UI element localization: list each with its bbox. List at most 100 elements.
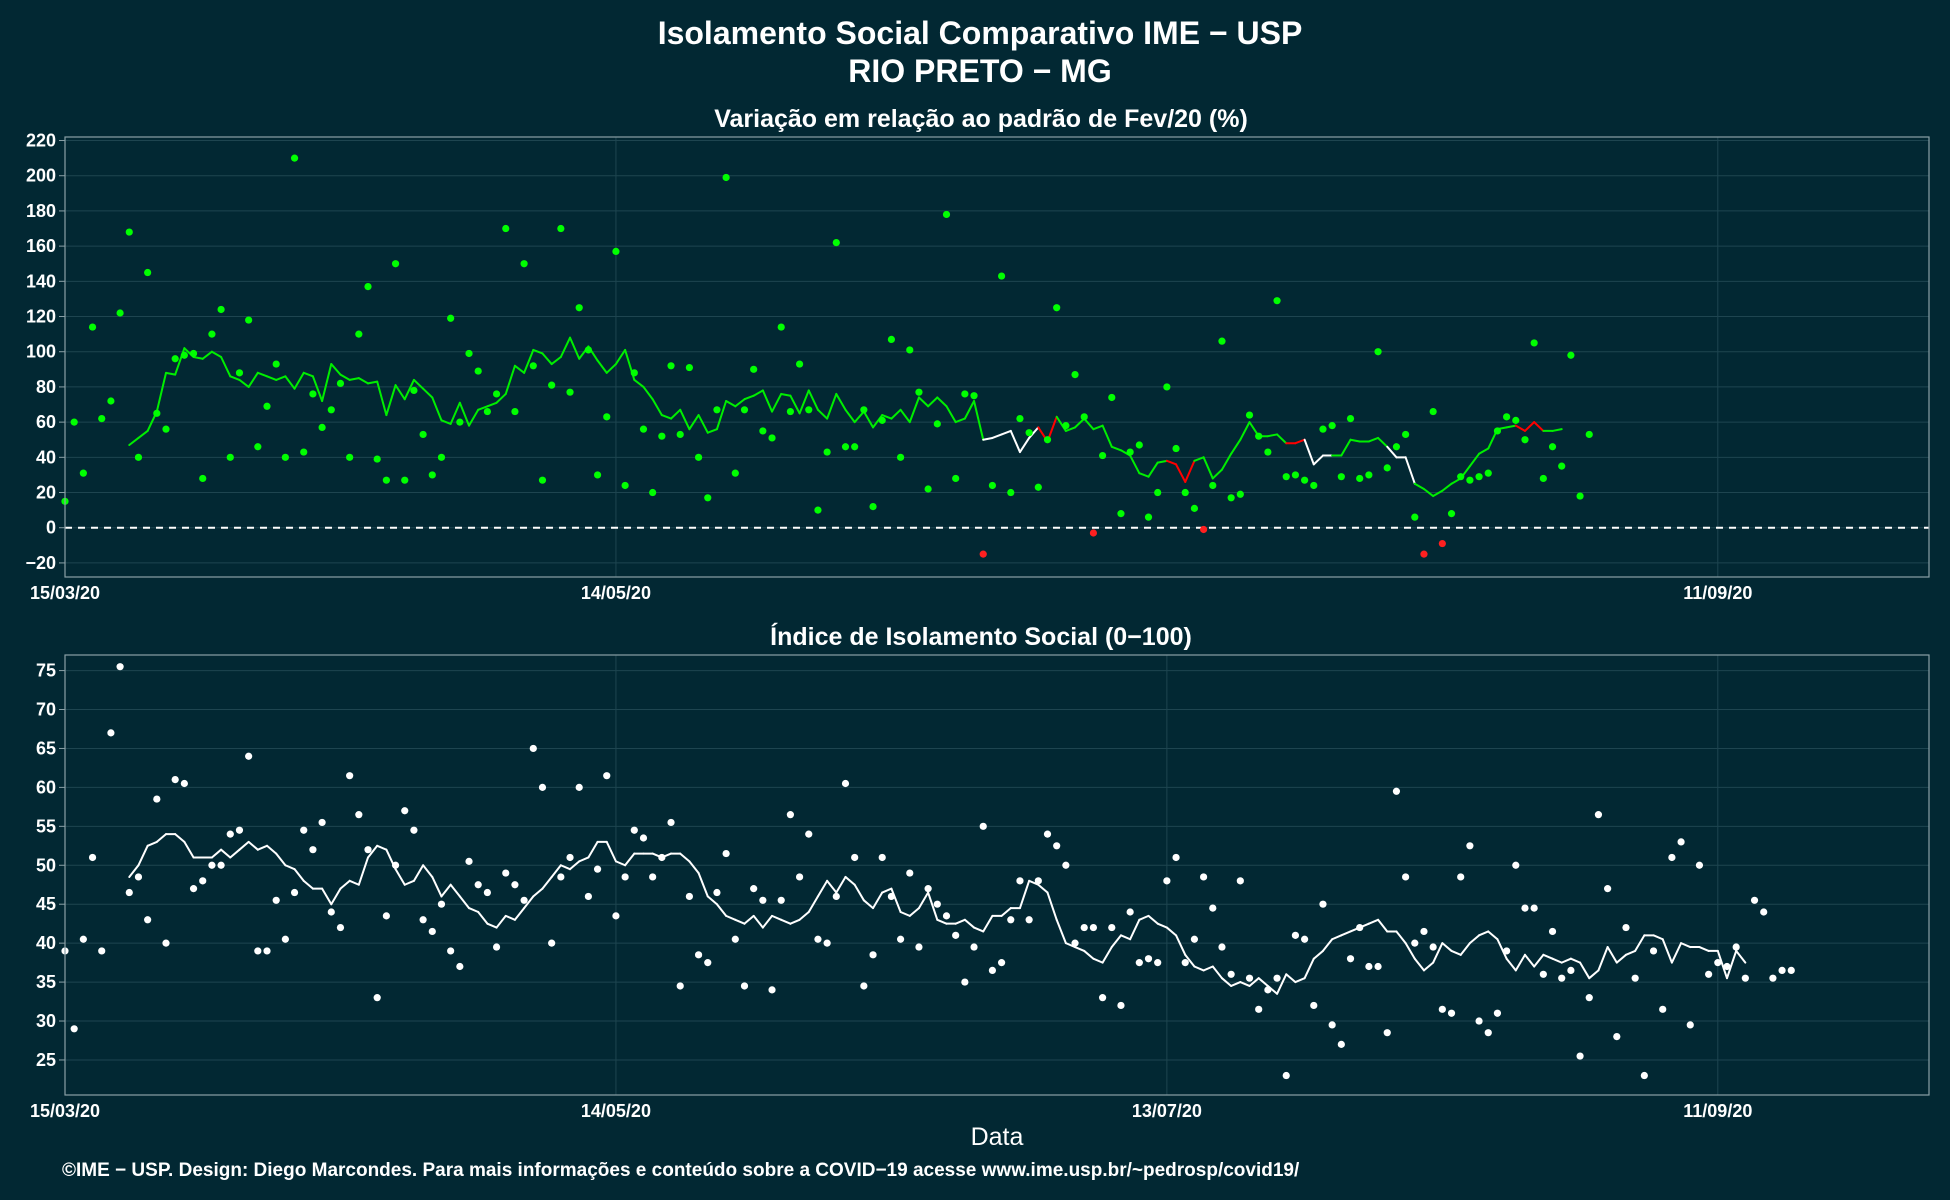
smoothed-line-segment	[890, 887, 902, 913]
y-tick-label: 25	[36, 1050, 56, 1070]
data-point	[731, 935, 739, 943]
data-point	[1567, 966, 1575, 974]
data-point	[1649, 947, 1658, 955]
data-point	[1301, 476, 1309, 484]
data-point	[1475, 473, 1483, 481]
smoothed-line-segment	[1468, 934, 1481, 945]
data-point	[1089, 923, 1098, 932]
data-point	[566, 388, 574, 396]
smoothed-line-segment	[651, 398, 663, 417]
data-point	[373, 455, 381, 463]
smoothed-line-segment	[1735, 949, 1747, 964]
data-point	[199, 877, 207, 885]
smoothed-line-segment	[697, 414, 709, 434]
data-point	[961, 390, 969, 398]
data-point	[777, 896, 785, 904]
data-point	[1640, 1071, 1648, 1080]
smoothed-line-segment	[963, 918, 976, 929]
data-point	[1209, 481, 1217, 490]
smoothed-line-segment	[743, 394, 755, 401]
smoothed-line-segment	[1110, 934, 1122, 949]
data-point	[832, 892, 840, 901]
data-point	[134, 873, 143, 881]
smoothed-line-segment	[513, 907, 526, 921]
smoothed-line-segment	[670, 408, 682, 420]
smoothed-line-segment	[1514, 953, 1526, 972]
data-point	[1677, 838, 1685, 846]
y-tick-label: 50	[36, 855, 56, 875]
data-point	[1374, 348, 1382, 356]
main-subtitle: RIO PRETO − MG	[848, 53, 1111, 89]
data-point	[419, 430, 427, 439]
smoothed-line-segment	[1441, 482, 1453, 492]
data-point	[1264, 986, 1272, 994]
smoothed-line-segment	[422, 387, 434, 399]
y-tick-label: 100	[26, 342, 56, 362]
smoothed-line-segment	[1624, 949, 1637, 956]
smoothed-line-segment	[660, 414, 673, 420]
smoothed-line-segment	[1303, 957, 1315, 980]
smoothed-line-segment	[725, 400, 737, 408]
x-tick-label: 13/07/20	[1132, 1101, 1202, 1121]
data-point	[1356, 923, 1364, 932]
data-point	[1328, 1021, 1336, 1029]
data-point	[456, 418, 464, 426]
smoothed-line-segment	[201, 350, 213, 360]
smoothed-line-segment	[1395, 930, 1407, 945]
data-point	[1521, 436, 1529, 444]
data-point	[548, 381, 556, 389]
smoothed-line-segment	[1083, 417, 1095, 431]
data-point	[1668, 853, 1676, 862]
data-point	[970, 392, 978, 400]
smoothed-line-segment	[504, 364, 516, 395]
data-point	[1181, 488, 1189, 497]
data-point	[1420, 927, 1428, 936]
data-point	[1392, 443, 1401, 451]
data-point	[1484, 1029, 1492, 1037]
smoothed-line-segment	[1018, 436, 1031, 454]
smoothed-line-segment	[1184, 459, 1196, 483]
data-point	[823, 448, 831, 456]
smoothed-line-segment	[394, 868, 406, 886]
data-point	[538, 476, 547, 484]
smoothed-line-segment	[835, 392, 847, 411]
data-point	[1512, 861, 1520, 869]
data-point	[327, 406, 335, 414]
data-point	[1172, 853, 1180, 862]
data-point	[786, 811, 794, 819]
index-plot-area	[65, 655, 1929, 1095]
smoothed-line-segment	[146, 840, 158, 847]
smoothed-line-segment	[541, 352, 553, 366]
y-tick-label: 200	[26, 166, 56, 186]
smoothed-line-segment	[725, 914, 737, 921]
data-point	[318, 423, 326, 431]
smoothed-line-segment	[1661, 938, 1673, 964]
smoothed-line-segment	[247, 840, 259, 851]
smoothed-line-segment	[1202, 456, 1214, 480]
data-point	[1411, 513, 1419, 521]
smoothed-line-segment	[1156, 459, 1168, 464]
data-point	[1466, 842, 1474, 850]
data-point	[1402, 430, 1410, 439]
data-point	[1043, 830, 1052, 838]
data-point	[768, 986, 776, 994]
smoothed-line-segment	[440, 419, 452, 425]
data-point	[713, 888, 721, 897]
smoothed-line-segment	[945, 405, 957, 424]
smoothed-line-segment	[412, 378, 425, 390]
smoothed-line-segment	[605, 363, 617, 374]
smoothed-line-segment	[376, 844, 388, 851]
data-point	[584, 346, 592, 354]
smoothed-line-segment	[1220, 977, 1233, 987]
smoothed-line-segment	[220, 356, 232, 378]
smoothed-line-segment	[899, 910, 911, 917]
smoothed-line-segment	[486, 922, 498, 929]
smoothed-line-segment	[412, 864, 425, 882]
data-point	[327, 908, 335, 916]
data-point	[731, 469, 739, 477]
smoothed-line-segment	[550, 356, 562, 366]
data-point	[502, 869, 510, 877]
data-point	[942, 912, 951, 920]
smoothed-line-segment	[330, 887, 342, 906]
